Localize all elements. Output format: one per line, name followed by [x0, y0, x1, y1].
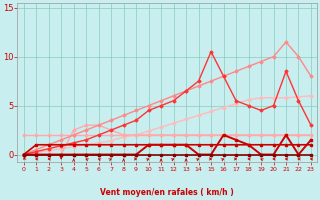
X-axis label: Vent moyen/en rafales ( km/h ): Vent moyen/en rafales ( km/h ): [100, 188, 234, 197]
